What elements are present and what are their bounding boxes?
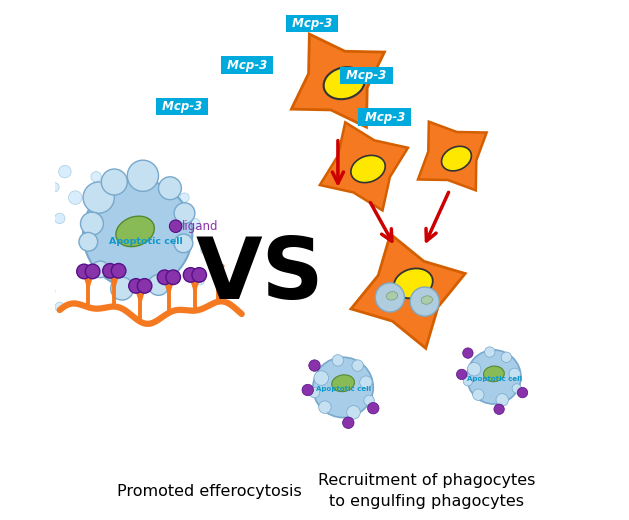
Ellipse shape	[351, 155, 385, 183]
Circle shape	[190, 218, 200, 229]
Text: Apoptotic cell: Apoptotic cell	[467, 376, 522, 382]
Circle shape	[55, 302, 64, 311]
Circle shape	[180, 193, 189, 202]
Circle shape	[192, 268, 206, 282]
Circle shape	[314, 371, 328, 385]
Circle shape	[137, 279, 152, 293]
Circle shape	[159, 177, 181, 200]
Text: Mcp-3: Mcp-3	[287, 17, 336, 30]
Circle shape	[501, 352, 511, 362]
Circle shape	[309, 360, 320, 371]
Circle shape	[77, 264, 91, 279]
Ellipse shape	[421, 296, 433, 304]
Circle shape	[118, 188, 127, 197]
Circle shape	[517, 387, 528, 398]
Circle shape	[376, 283, 404, 312]
Circle shape	[512, 384, 521, 393]
Circle shape	[347, 406, 360, 419]
Circle shape	[129, 279, 143, 293]
Text: Mcp-3: Mcp-3	[158, 100, 206, 113]
Circle shape	[55, 213, 65, 224]
Circle shape	[496, 394, 508, 406]
Text: Apoptotic cell: Apoptotic cell	[109, 237, 182, 246]
Circle shape	[166, 270, 181, 284]
Circle shape	[509, 368, 520, 380]
Ellipse shape	[386, 292, 398, 300]
Circle shape	[58, 165, 71, 178]
Circle shape	[332, 355, 343, 366]
Circle shape	[169, 220, 182, 232]
Circle shape	[81, 212, 103, 235]
Circle shape	[467, 362, 481, 376]
Circle shape	[410, 287, 439, 316]
Circle shape	[494, 404, 504, 414]
Circle shape	[128, 167, 136, 176]
Circle shape	[69, 191, 82, 204]
Circle shape	[352, 360, 364, 371]
Ellipse shape	[484, 366, 504, 382]
Ellipse shape	[331, 375, 355, 392]
Circle shape	[101, 169, 127, 195]
Circle shape	[148, 275, 169, 295]
Circle shape	[309, 387, 320, 398]
Ellipse shape	[324, 67, 365, 99]
Circle shape	[91, 172, 101, 182]
Text: Recruitment of phagocytes
to engulfing phagocytes: Recruitment of phagocytes to engulfing p…	[318, 473, 535, 510]
Circle shape	[157, 270, 172, 284]
Circle shape	[302, 384, 313, 396]
Circle shape	[86, 264, 100, 279]
Circle shape	[360, 376, 372, 388]
Text: VS: VS	[196, 234, 324, 317]
Circle shape	[313, 357, 373, 418]
Circle shape	[364, 395, 374, 406]
Polygon shape	[291, 34, 384, 127]
Circle shape	[40, 245, 49, 254]
Circle shape	[174, 203, 195, 224]
Circle shape	[319, 401, 331, 413]
Circle shape	[103, 264, 117, 278]
Circle shape	[111, 277, 133, 300]
Text: Apoptotic cell: Apoptotic cell	[316, 386, 371, 393]
Circle shape	[111, 264, 126, 278]
Circle shape	[92, 261, 109, 278]
Ellipse shape	[116, 216, 154, 246]
Circle shape	[174, 234, 193, 253]
Text: Mcp-3: Mcp-3	[223, 58, 271, 71]
Circle shape	[43, 285, 55, 297]
Text: Mcp-3: Mcp-3	[360, 110, 409, 123]
Polygon shape	[320, 122, 408, 211]
Circle shape	[127, 160, 159, 191]
Circle shape	[457, 369, 467, 380]
Text: Promoted efferocytosis: Promoted efferocytosis	[117, 484, 302, 499]
Circle shape	[367, 402, 379, 414]
Circle shape	[183, 268, 198, 282]
Circle shape	[83, 179, 192, 289]
Ellipse shape	[394, 268, 433, 298]
Ellipse shape	[442, 146, 471, 171]
Circle shape	[467, 350, 521, 404]
Polygon shape	[351, 234, 465, 348]
Circle shape	[50, 183, 59, 192]
Circle shape	[196, 277, 204, 285]
Circle shape	[463, 376, 472, 386]
Circle shape	[79, 232, 97, 251]
Circle shape	[463, 348, 473, 358]
Circle shape	[83, 182, 114, 213]
Polygon shape	[418, 122, 487, 190]
Circle shape	[201, 245, 210, 254]
Circle shape	[484, 347, 495, 357]
Text: ligand: ligand	[182, 220, 218, 233]
Circle shape	[472, 389, 484, 400]
Text: Mcp-3: Mcp-3	[342, 69, 391, 82]
Circle shape	[343, 417, 354, 428]
